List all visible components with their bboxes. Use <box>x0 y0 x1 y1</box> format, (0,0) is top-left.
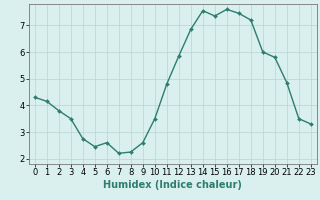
X-axis label: Humidex (Indice chaleur): Humidex (Indice chaleur) <box>103 180 242 190</box>
